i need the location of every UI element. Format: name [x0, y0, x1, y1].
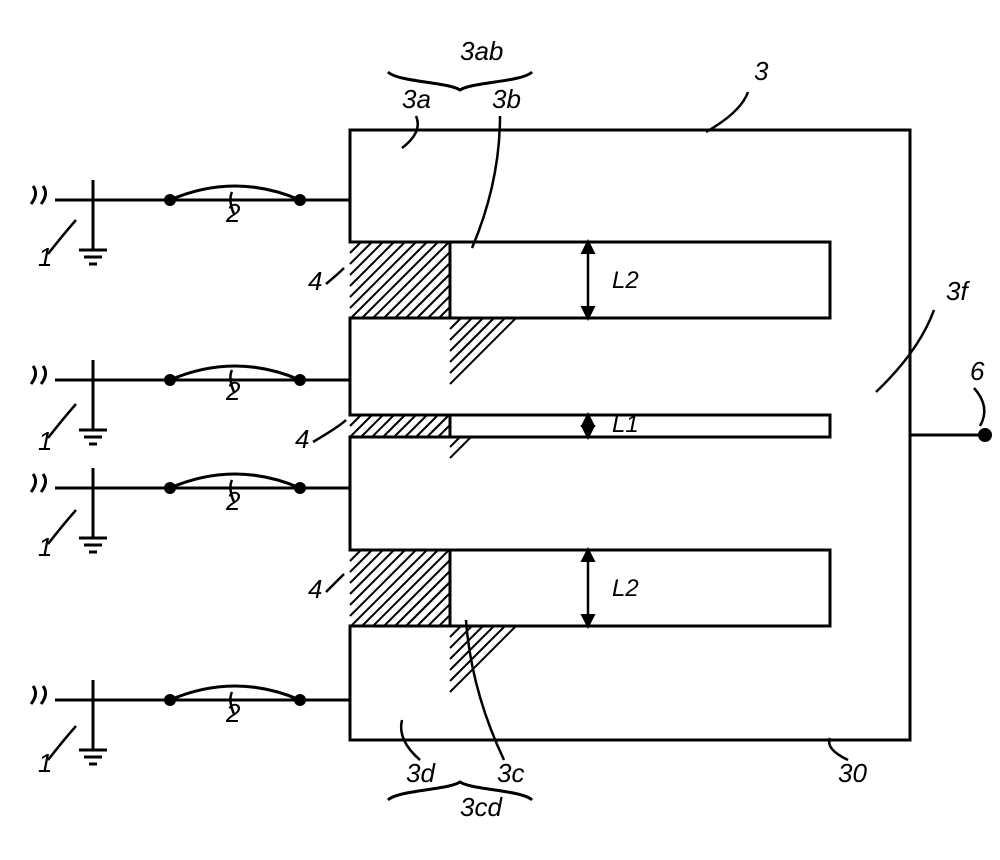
leader-3a	[402, 116, 418, 148]
label-1-2: 1	[38, 532, 52, 562]
label-3ab: 3ab	[460, 36, 503, 66]
slot-0-hatch	[350, 242, 516, 384]
label-3a: 3a	[402, 84, 431, 114]
label-6: 6	[970, 356, 985, 386]
output-node-6	[978, 428, 992, 442]
label-3d: 3d	[406, 758, 436, 788]
input-port-2	[31, 468, 350, 552]
label-4-0: 4	[308, 266, 322, 296]
label-4-2: 4	[308, 574, 322, 604]
label-3: 3	[754, 56, 769, 86]
input-port-3	[31, 680, 350, 764]
leader-6	[974, 388, 984, 426]
label-4-1: 4	[295, 424, 309, 454]
leader-4-0	[326, 268, 344, 284]
label-1-1: 1	[38, 426, 52, 456]
leader-4-1	[313, 420, 346, 442]
dim-label-L2: L2	[612, 267, 639, 294]
label-3b: 3b	[492, 84, 521, 114]
label-2-1: 2	[225, 376, 241, 406]
label-2-0: 2	[225, 198, 241, 228]
label-2-2: 2	[225, 486, 241, 516]
slot-2-hatch	[350, 550, 516, 692]
label-3f: 3f	[946, 276, 970, 306]
dim-label-L2: L2	[612, 575, 639, 602]
label-1-0: 1	[38, 242, 52, 272]
label-3cd: 3cd	[460, 792, 503, 822]
label-1-3: 1	[38, 748, 52, 778]
input-port-0	[31, 180, 350, 264]
leader-3b	[472, 116, 500, 248]
label-2-3: 2	[225, 698, 241, 728]
label-3c: 3c	[497, 758, 524, 788]
leader-4-2	[326, 574, 344, 592]
label-30: 30	[838, 758, 867, 788]
leader-3	[706, 92, 748, 132]
diagram-canvas: L2 L1 L2 3ab 3a 3b 3cd 3d 3c 3 30 3f 6 1 1 1 1 2 2 2 2 4 4 4	[0, 0, 1000, 860]
leader-3f	[876, 310, 934, 392]
dim-label-L1: L1	[612, 411, 639, 438]
